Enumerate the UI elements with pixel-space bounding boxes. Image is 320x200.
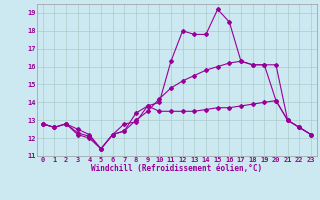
X-axis label: Windchill (Refroidissement éolien,°C): Windchill (Refroidissement éolien,°C) <box>91 164 262 173</box>
